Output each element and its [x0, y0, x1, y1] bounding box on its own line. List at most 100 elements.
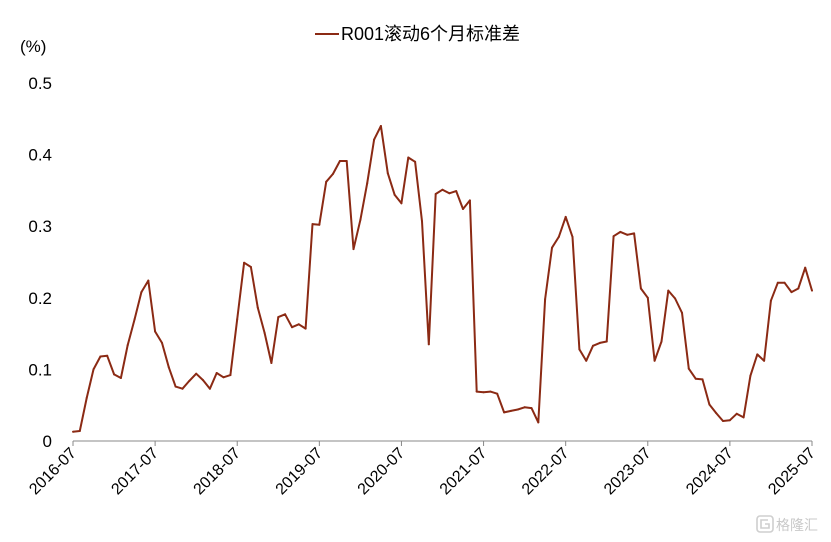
data-point: [728, 419, 731, 422]
data-point: [811, 289, 813, 292]
data-point: [619, 230, 622, 233]
y-tick-label: 0.1: [28, 360, 52, 379]
data-point: [427, 343, 430, 346]
data-point: [126, 344, 129, 347]
data-point: [72, 430, 74, 433]
data-point: [236, 318, 239, 321]
data-point: [585, 359, 588, 362]
data-point: [291, 326, 293, 329]
data-point: [167, 366, 170, 369]
data-point: [735, 412, 738, 415]
data-point: [468, 199, 471, 202]
data-point: [674, 297, 677, 300]
data-point: [660, 340, 663, 343]
data-point: [646, 296, 649, 299]
x-tick-label: 2017-07: [108, 445, 162, 499]
data-point: [188, 379, 191, 382]
data-point: [790, 291, 793, 294]
data-point: [366, 182, 369, 185]
data-point: [270, 362, 273, 364]
data-point: [359, 218, 362, 221]
x-tick-label: 2020-07: [355, 445, 409, 499]
data-point: [694, 377, 697, 380]
data-point: [332, 172, 334, 175]
data-point: [400, 202, 403, 205]
watermark: 格隆汇: [756, 515, 818, 533]
data-point: [373, 138, 376, 141]
data-point: [393, 193, 396, 196]
data-point: [489, 390, 492, 393]
watermark-text: 格隆汇: [776, 517, 818, 533]
data-point: [769, 299, 772, 302]
data-point: [202, 379, 204, 382]
data-point: [318, 223, 321, 226]
data-point: [708, 403, 711, 406]
data-point: [325, 180, 328, 183]
data-point: [715, 412, 718, 415]
data-point: [763, 359, 766, 362]
data-point: [475, 390, 478, 393]
data-point: [523, 406, 526, 409]
y-tick-label: 0.3: [28, 217, 52, 236]
x-tick-label: 2025-07: [765, 445, 819, 499]
x-tick-label: 2021-07: [437, 445, 491, 499]
x-tick-label: 2018-07: [191, 445, 245, 499]
data-point: [195, 372, 198, 375]
y-tick-label: 0: [43, 432, 52, 451]
data-point: [311, 223, 314, 226]
data-point: [414, 160, 417, 163]
data-point: [386, 172, 389, 175]
data-point: [379, 125, 382, 127]
data-point: [612, 235, 615, 238]
data-point: [722, 420, 724, 422]
data-point: [222, 376, 225, 379]
series-points: [72, 125, 813, 433]
data-point: [681, 311, 683, 314]
data-point: [544, 298, 547, 301]
data-point: [92, 368, 95, 371]
data-point: [119, 377, 122, 379]
gelonghui-logo-icon: [756, 515, 774, 533]
data-point: [229, 374, 232, 377]
data-point: [804, 266, 807, 269]
data-point: [345, 160, 348, 162]
data-point: [653, 359, 656, 362]
data-point: [509, 409, 512, 412]
data-point: [639, 287, 642, 290]
data-point: [147, 279, 150, 282]
data-point: [277, 316, 280, 319]
data-point: [297, 323, 300, 326]
x-tick-label: 2019-07: [273, 445, 327, 499]
data-point: [455, 190, 458, 193]
data-point: [783, 281, 786, 284]
data-point: [578, 348, 581, 351]
data-point: [113, 373, 116, 376]
data-point: [174, 385, 177, 388]
y-axis-ticks: 0 0.1 0.2 0.3 0.4 0.5: [28, 74, 52, 451]
data-point: [215, 372, 218, 374]
y-axis-unit-label: (%): [20, 37, 46, 56]
data-point: [598, 341, 601, 344]
data-point: [756, 353, 759, 356]
data-point: [154, 330, 157, 333]
data-point: [701, 378, 704, 381]
data-point: [605, 340, 608, 343]
data-point: [667, 289, 670, 292]
data-point: [687, 367, 690, 370]
x-tick-label: 2022-07: [519, 445, 573, 499]
data-point: [421, 220, 423, 223]
data-point: [304, 327, 307, 330]
data-point: [181, 387, 184, 390]
data-point: [448, 192, 451, 195]
data-point: [496, 392, 499, 395]
data-point: [407, 156, 410, 159]
data-point: [352, 248, 355, 251]
data-point: [140, 291, 143, 294]
data-point: [78, 430, 81, 432]
legend: R001滚动6个月标准差: [315, 24, 520, 44]
x-axis-ticks: 2016-07 2017-07 2018-07 2019-07 2020-07 2021-…: [26, 441, 819, 498]
data-point: [503, 411, 506, 414]
data-point: [564, 215, 567, 218]
data-point: [516, 408, 519, 411]
data-point: [557, 235, 560, 238]
